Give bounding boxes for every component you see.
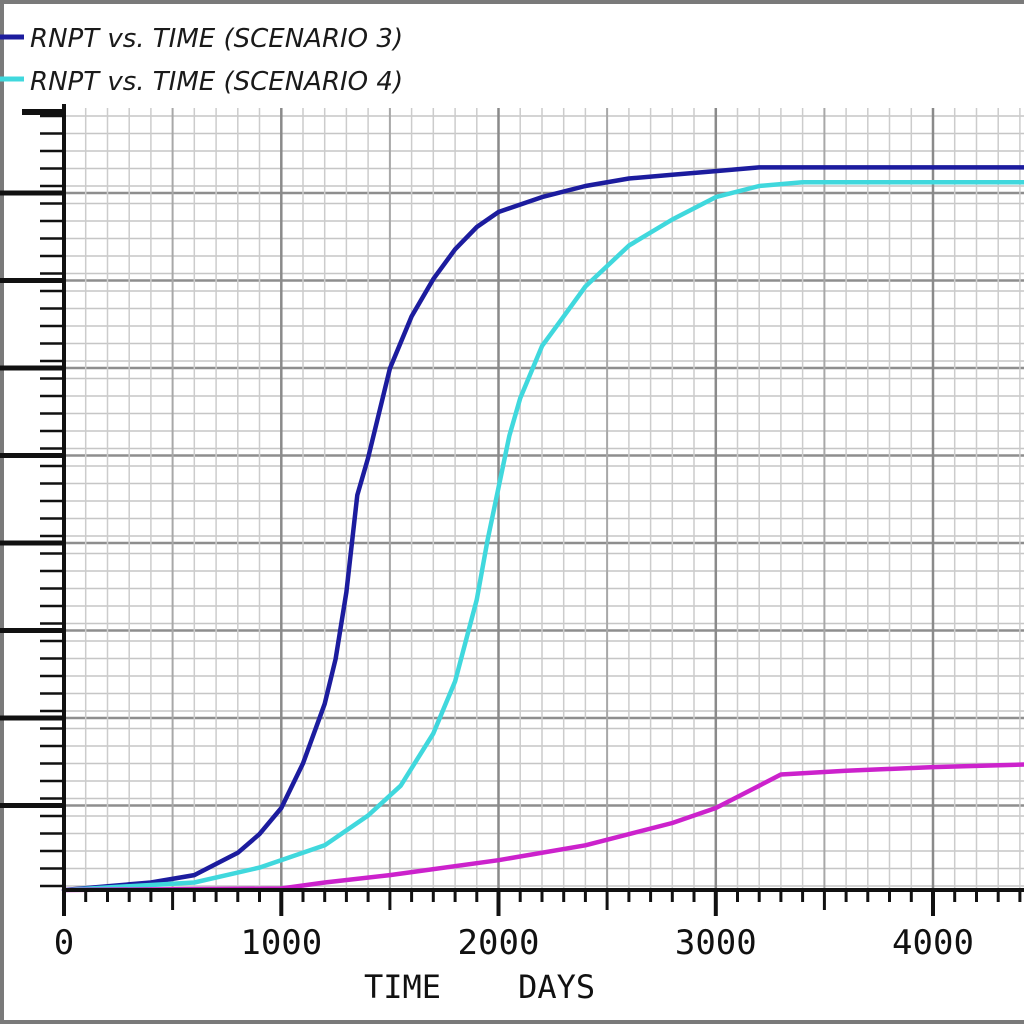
series-line-3: [61, 762, 1024, 893]
series-line-1: [61, 165, 1024, 893]
axes: [62, 104, 1024, 916]
plot-grid: [64, 108, 1024, 890]
x-tick-label: 3000: [675, 923, 757, 963]
series-line-2: [61, 180, 1024, 893]
legend: RNPT vs. TIME (SCENARIO 3) RNPT vs. TIME…: [0, 24, 403, 97]
x-tick-labels: 0 1000 2000 3000 4000: [54, 923, 974, 963]
x-tick-label: 4000: [892, 923, 974, 963]
series-lines: [61, 165, 1024, 893]
x-axis-title: TIME DAYS: [364, 968, 595, 1006]
x-tick-label: 1000: [240, 923, 322, 963]
y-axis-ticks: [0, 109, 64, 888]
x-tick-label: 2000: [458, 923, 540, 963]
legend-label-scenario-4: RNPT vs. TIME (SCENARIO 4): [30, 67, 403, 97]
x-tick-label: 0: [54, 923, 74, 963]
legend-label-scenario-3: RNPT vs. TIME (SCENARIO 3): [30, 24, 403, 54]
